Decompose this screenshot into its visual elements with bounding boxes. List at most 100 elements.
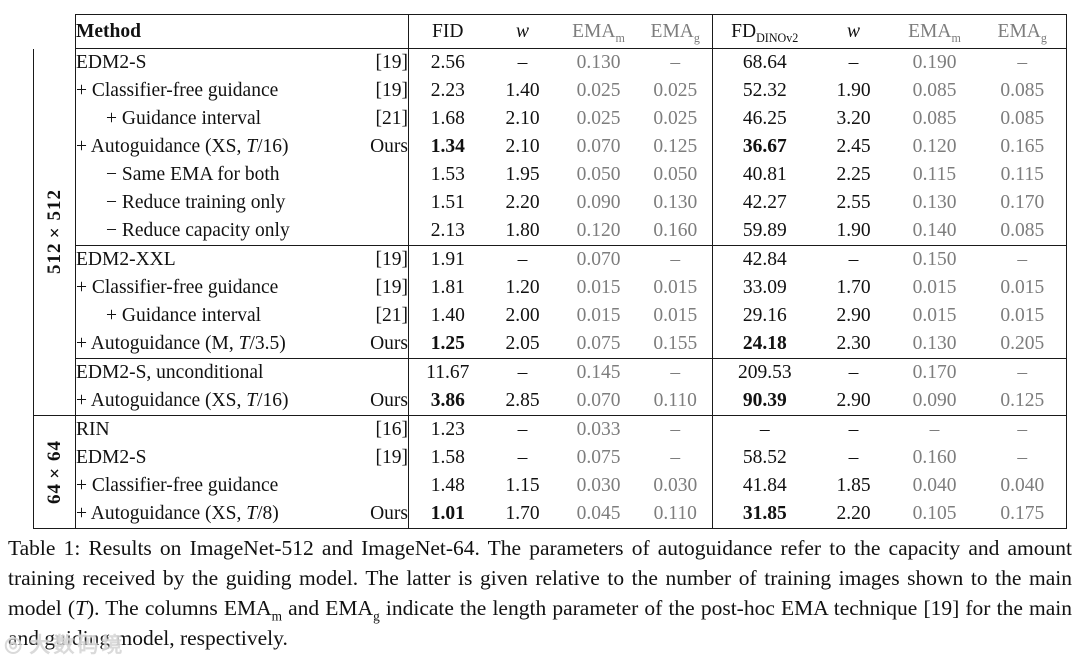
metric-column-header: EMAg: [638, 14, 713, 49]
value-cell: –: [712, 415, 817, 444]
metric-column-header: EMAg: [978, 14, 1067, 49]
value-cell: –: [486, 358, 559, 387]
value-cell: 0.090: [912, 390, 957, 412]
table-row: + Guidance interval [21] 1.68 2.10 0.025 0.02…: [34, 105, 1067, 133]
value-cell: 0.145: [558, 358, 639, 387]
value-cell: 2.13: [430, 220, 465, 242]
value-cell: 0.115: [978, 161, 1067, 189]
caption-text-segment: and EMA: [281, 596, 374, 620]
value-cell: –: [638, 444, 713, 472]
method-column-header: Method: [75, 14, 409, 49]
reference-cell: [323, 189, 409, 217]
value-cell: 0.130: [912, 333, 957, 355]
value-cell: 52.32: [742, 80, 787, 102]
method-cell: + Classifier-free guidance: [76, 277, 279, 299]
table-row: + Classifier-free guidance [19] 2.23 1.40 0.…: [34, 77, 1067, 105]
value-cell: 2.10: [505, 136, 540, 158]
value-cell: –: [978, 48, 1067, 77]
value-cell: 1.91: [408, 245, 487, 274]
value-cell: –: [486, 245, 559, 274]
value-cell: 40.81: [742, 164, 787, 186]
reference-cell: [323, 161, 409, 189]
header-row: Method FID w EMAm EMAg FDDINOv2 w EMAm EMAg: [34, 14, 1067, 49]
value-cell: 0.150: [890, 245, 979, 274]
value-cell: 0.085: [912, 108, 957, 130]
reference-cell: Ours: [323, 387, 409, 416]
value-cell: 0.120: [912, 136, 957, 158]
reference-cell: [16]: [323, 415, 409, 444]
value-cell: –: [486, 415, 559, 444]
reference-cell: Ours: [323, 330, 409, 359]
metric-column-header: w: [816, 14, 891, 49]
value-cell: 2.56: [430, 52, 465, 74]
value-cell: 0.070: [558, 245, 639, 274]
value-cell: 1.48: [430, 475, 465, 497]
reference-cell: [21]: [323, 105, 409, 133]
metric-column-header: EMAm: [890, 14, 979, 49]
value-cell: 2.20: [505, 192, 540, 214]
value-cell: 0.075: [576, 333, 621, 355]
method-cell: EDM2-S: [76, 447, 147, 469]
reference-cell: Ours: [323, 500, 409, 529]
value-cell: 0.015: [576, 305, 621, 327]
value-cell: –: [638, 358, 713, 387]
value-cell: –: [978, 358, 1067, 387]
value-cell: –: [816, 415, 891, 444]
value-cell: 0.140: [912, 220, 957, 242]
value-cell: 2.05: [505, 333, 540, 355]
value-cell: 42.27: [742, 192, 787, 214]
resolution-label-text: 64×64: [44, 440, 65, 504]
method-cell: + Classifier-free guidance: [76, 80, 279, 102]
value-cell: 2.30: [836, 333, 871, 355]
method-cell: + Classifier-free guidance: [76, 475, 279, 497]
table-row: 64×64 RIN [16] 1.23–0.033– – – – –: [33, 415, 1067, 529]
results-table: Method FID w EMAm EMAg FDDINOv2 w EMAm EMAg 512×…: [33, 14, 1067, 529]
table-row: + Autoguidance (XS, T/8) Ours 1.01 1.70 0.04…: [34, 500, 1067, 529]
value-cell: 68.64: [742, 52, 787, 74]
value-cell: 0.160: [912, 447, 957, 469]
value-cell: 0.015: [978, 274, 1067, 302]
value-cell: 1.40: [505, 80, 540, 102]
value-cell: 0.170: [890, 358, 979, 387]
value-cell: 0.040: [912, 475, 957, 497]
metric-column-header: FDDINOv2: [712, 14, 817, 49]
caption-text-segment: g: [373, 608, 380, 624]
value-cell: –: [816, 358, 891, 387]
metric-column-header: FID: [408, 14, 487, 49]
value-cell: 1.40: [430, 305, 465, 327]
resolution-row-label: 512×512: [33, 48, 76, 416]
value-cell: 1.80: [505, 220, 540, 242]
value-cell: 1.15: [505, 475, 540, 497]
value-cell: 0.085: [912, 80, 957, 102]
method-cell: − Same EMA for both: [106, 164, 280, 186]
value-cell: 0.015: [978, 302, 1067, 330]
value-cell: 1.34: [430, 136, 465, 158]
table-row: + Autoguidance (M, T/3.5) Ours 1.25 2.05 0.0…: [34, 330, 1067, 359]
reference-cell: [323, 472, 409, 500]
value-cell: 0.070: [576, 390, 621, 412]
value-cell: 0.115: [912, 164, 957, 186]
value-cell: 0.130: [576, 52, 621, 74]
resolution-label-text: 512×512: [44, 189, 65, 275]
table-caption: Table 1: Results on ImageNet-512 and Ima…: [8, 533, 1072, 653]
value-cell: 0.130: [912, 192, 957, 214]
value-cell: –: [978, 444, 1067, 472]
value-cell: 0.085: [978, 217, 1067, 246]
value-cell: 0.130: [638, 189, 713, 217]
value-cell: 0.015: [638, 302, 713, 330]
value-cell: 42.84: [712, 245, 817, 274]
value-cell: 2.10: [505, 108, 540, 130]
metric-column-header: EMAm: [558, 14, 639, 49]
value-cell: 0.025: [576, 108, 621, 130]
value-cell: 36.67: [742, 136, 787, 158]
method-cell: − Reduce capacity only: [106, 220, 290, 242]
reference-cell: [19]: [323, 274, 409, 302]
metric-column-header: w: [486, 14, 559, 49]
value-cell: 0.125: [638, 133, 713, 161]
table-row: − Same EMA for both 1.53 1.95 0.050 0.050 40.…: [34, 161, 1067, 189]
value-cell: 0.050: [576, 164, 621, 186]
value-cell: 2.90: [836, 390, 871, 412]
method-cell: RIN: [75, 415, 324, 444]
value-cell: –: [638, 415, 713, 444]
value-cell: 1.95: [505, 164, 540, 186]
